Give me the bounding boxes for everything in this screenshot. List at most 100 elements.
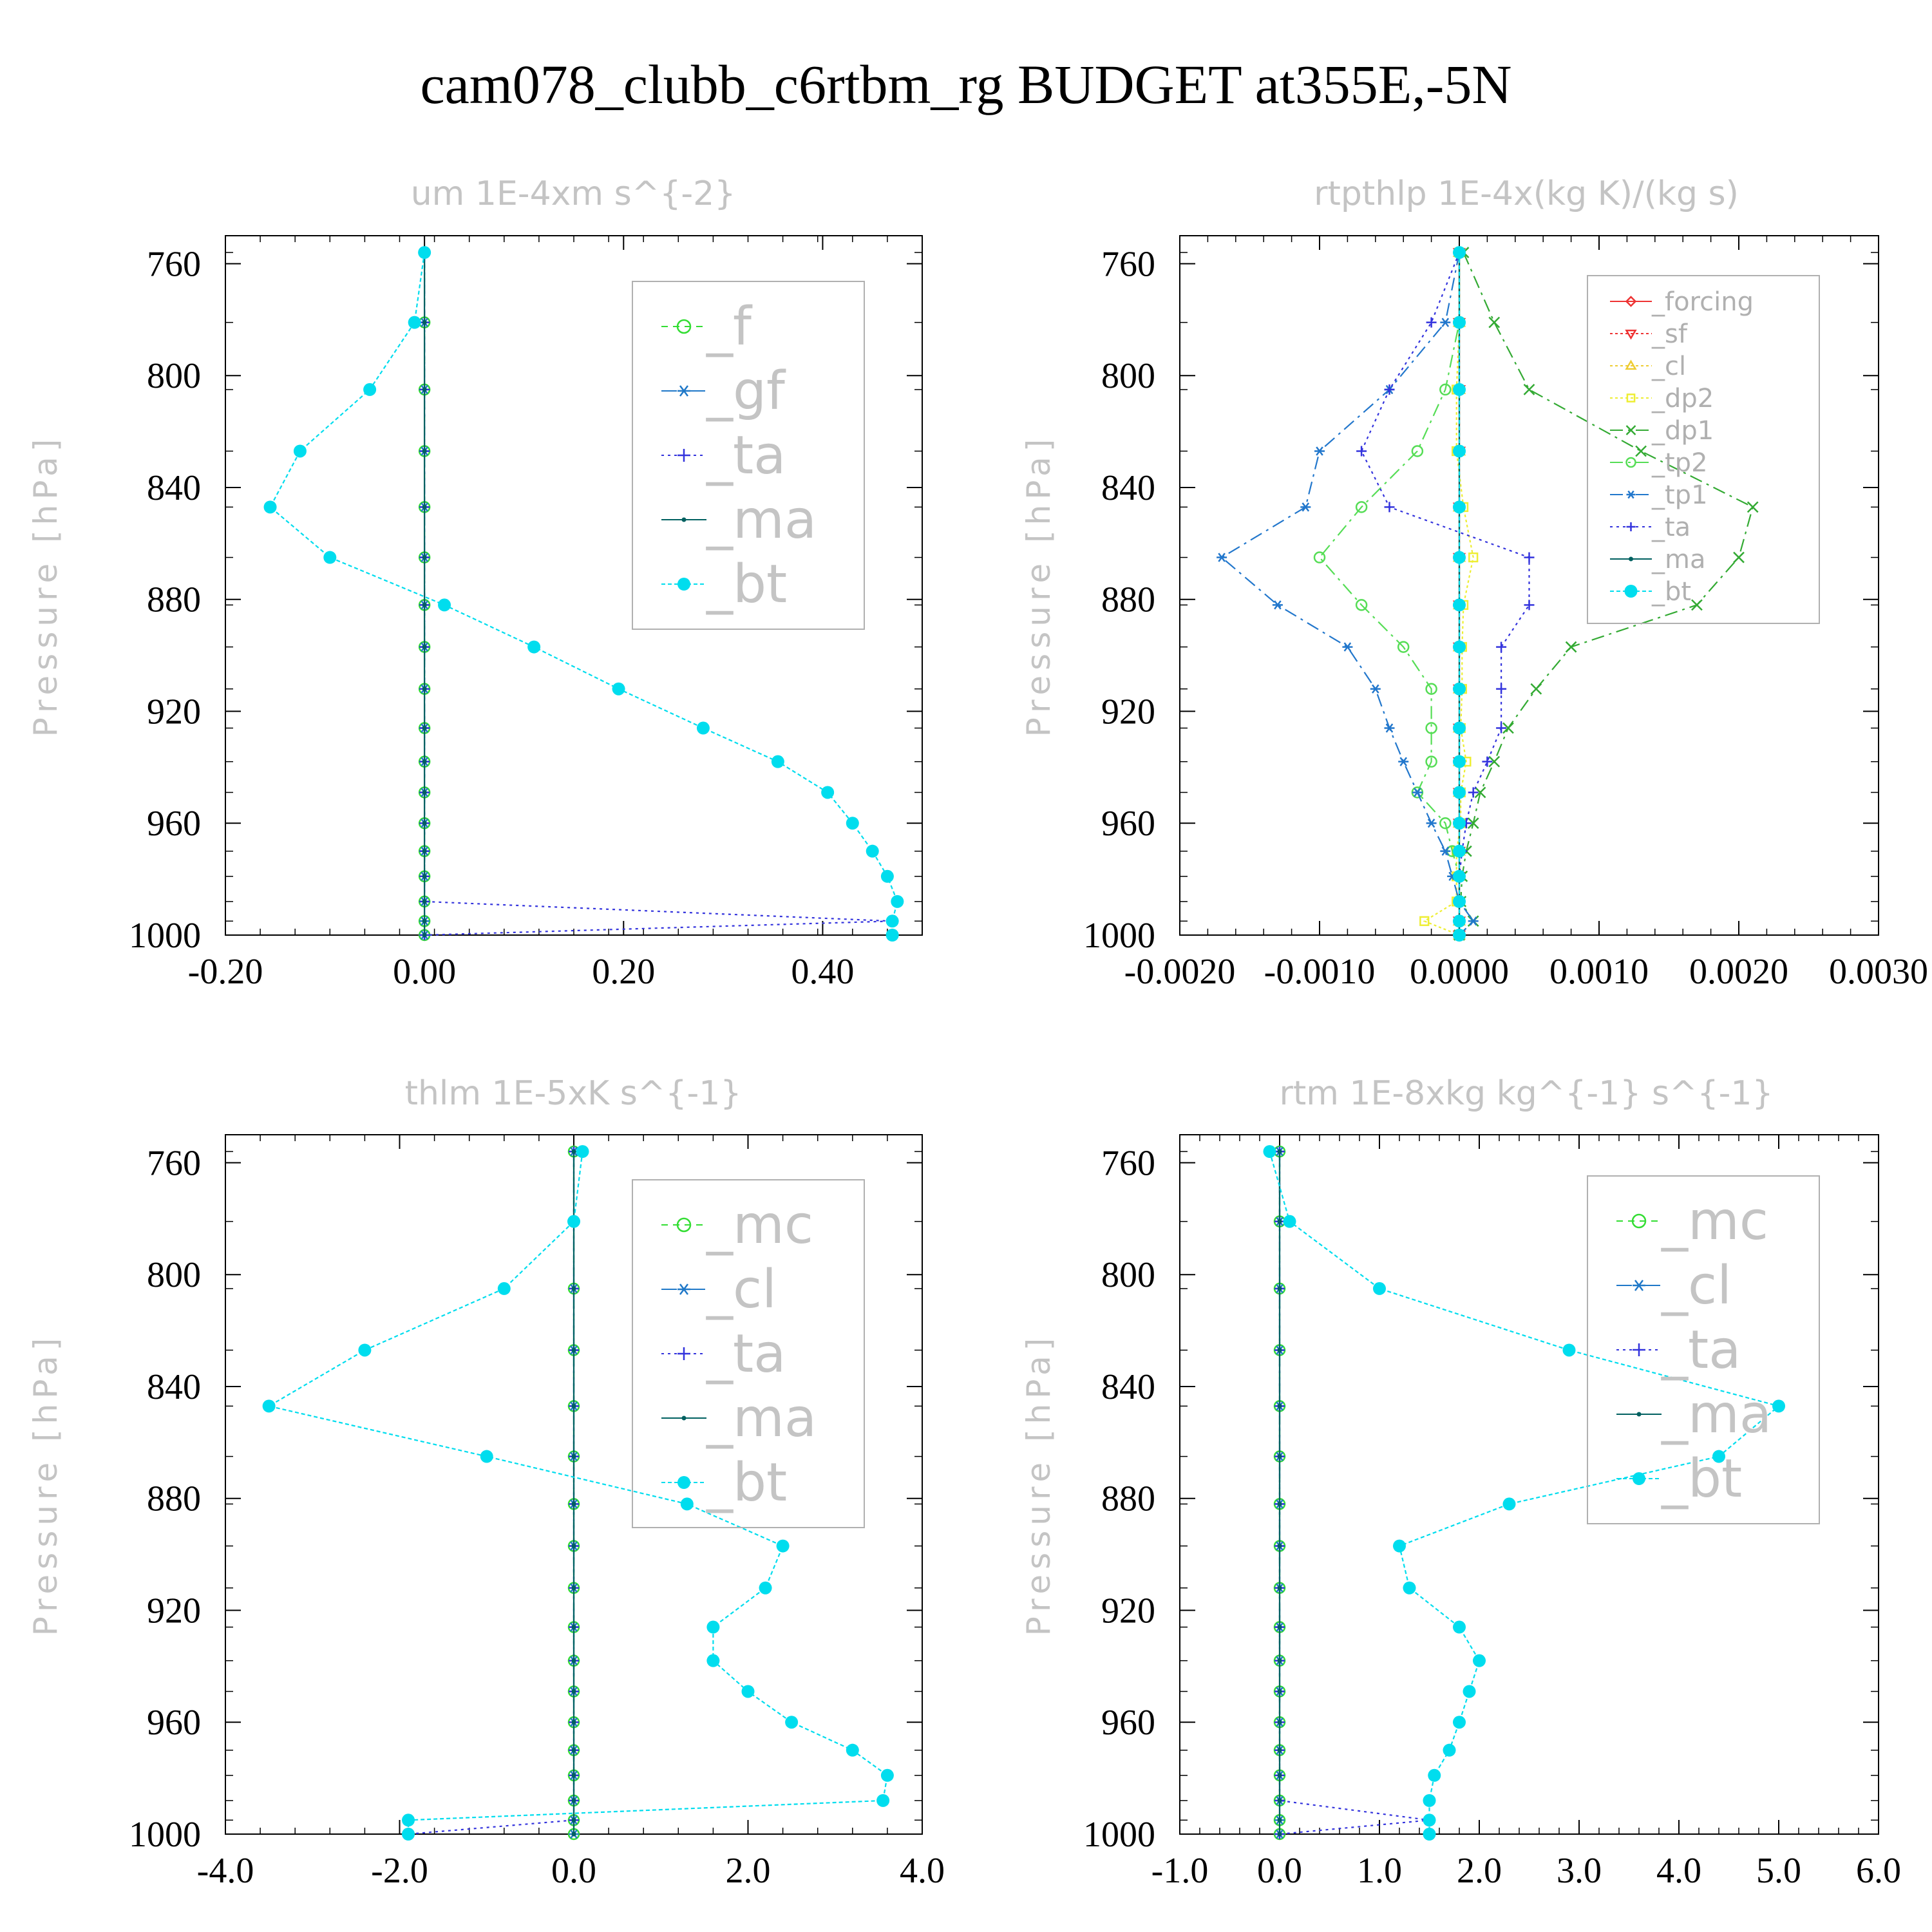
y-tick-label: 880 [147,1479,201,1519]
legend-label: _bt [1651,577,1691,607]
legend-box [1587,275,1820,624]
legend-label: _tp2 [1651,448,1708,478]
data-point [402,1828,415,1841]
data-point [422,726,427,731]
data-point [1283,1215,1296,1228]
data-point [1277,1454,1282,1459]
x-tick-label: -2.0 [371,1851,428,1891]
data-point [1272,600,1283,610]
data-point [1397,641,1410,653]
data-point [567,1215,580,1228]
panel-1: um 1E-4xm s^{-2} Pressure [hPa] -0.20 0.00 0… [27,175,923,992]
data-point [497,1282,511,1295]
data-point [1277,1773,1282,1778]
data-point [571,1748,576,1753]
data-point [1314,446,1325,456]
data-point [571,1817,576,1823]
legend-label: _cl [1651,352,1686,381]
y-tick-label: 1000 [129,916,201,956]
data-point [480,1450,493,1463]
data-point [571,1658,576,1663]
data-point [1468,916,1479,926]
series-tp2 [1313,246,1466,942]
legend-entry: _bt [1610,577,1691,607]
data-point [1502,722,1514,734]
data-point [422,504,427,509]
legend-entry: _cl [1616,1255,1732,1316]
data-point [1691,599,1703,611]
data-point [1524,552,1535,563]
y-tick-label: 760 [147,244,201,284]
legend-entry: _sf [1610,319,1688,349]
data-point [1496,641,1507,652]
legend-label: _ta [1661,1320,1741,1381]
legend-entry: _mc [661,1195,813,1256]
data-point [1488,316,1501,328]
legend-entry: _ta [661,1323,786,1385]
data-point [527,640,541,654]
data-point [571,1544,576,1549]
legend-box [632,1179,865,1528]
data-point [821,786,835,799]
data-point [1453,844,1466,858]
series-ma [1277,1149,1282,1837]
data-point [1453,1620,1466,1634]
data-point [1398,757,1409,766]
legend-entry: _bt [661,1452,787,1513]
data-point [1425,722,1437,734]
y-tick-label: 880 [147,580,201,620]
y-tick-label: 920 [1101,1591,1155,1631]
data-point [1403,1581,1416,1595]
panel-2: rtpthlp 1E-4x(kg K)/(kg s) Pressure [hPa]… [1020,175,1928,992]
x-tick-label: 2.0 [1457,1851,1502,1891]
data-point [1502,1497,1516,1511]
data-point [576,1145,589,1159]
data-point [1453,1716,1466,1729]
legend-entry: _cl [1610,352,1686,381]
data-point [1423,1794,1436,1807]
series-bt [1453,246,1466,942]
x-tick-label: 0.0000 [1410,952,1509,992]
data-point [1355,501,1368,513]
data-point [1217,553,1227,562]
legend-label: _ma [706,489,817,551]
data-point [1733,551,1745,564]
y-tick-label: 920 [147,1591,201,1631]
data-point [1488,755,1501,768]
data-point [1277,1586,1282,1591]
legend-label: _mc [706,1195,813,1256]
series-line [1269,1151,1781,1834]
data-point [1277,1798,1282,1803]
legend-entry: _cl [661,1259,777,1320]
data-point [1412,788,1423,797]
x-tick-label: 0.40 [791,952,854,992]
series-line [1220,252,1475,936]
data-point [1468,552,1479,563]
x-tick-label: 0.00 [393,952,456,992]
legend-box [1587,1175,1820,1524]
legend-entry: _ta [1610,513,1690,542]
legend: _forcing_sf _cl _dp2 _dp1_tp2_tp1 _ta _ma _bt [1587,275,1820,624]
panel-title: rtm 1E-8xkg kg^{-1} s^{-1} [1279,1074,1773,1113]
data-point [846,1743,859,1757]
legend-label: _cl [706,1259,777,1320]
data-point [1467,817,1479,829]
series-bt [1263,1145,1785,1841]
y-tick-label: 960 [147,804,201,844]
series-bt [262,1145,894,1841]
legend-label: _ma [1661,1384,1772,1445]
data-point [571,1798,576,1803]
y-tick-label: 920 [147,692,201,732]
x-tick-label: 4.0 [1656,1851,1701,1891]
data-point [612,682,625,696]
data-point [422,820,427,826]
panel-title: um 1E-4xm s^{-2} [411,175,736,213]
y-axis-label: Pressure [hPa] [27,1333,64,1636]
y-tick-label: 760 [147,1143,201,1183]
data-point [1277,1149,1282,1154]
series-line [1360,252,1530,935]
y-tick-label: 960 [1101,1703,1155,1743]
data-point [422,874,427,879]
data-point [1524,600,1535,611]
